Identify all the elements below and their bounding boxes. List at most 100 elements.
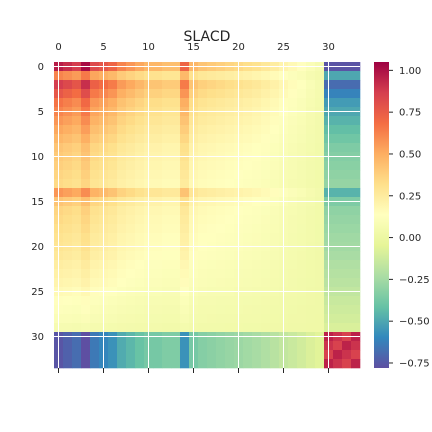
heatmap-cell — [216, 323, 226, 333]
heatmap-cell — [225, 206, 235, 216]
heatmap-cell — [72, 170, 82, 180]
heatmap-cell — [126, 251, 136, 261]
heatmap-cell — [198, 269, 208, 279]
heatmap-cell — [153, 125, 163, 135]
heatmap-cell — [135, 278, 145, 288]
heatmap-cell — [252, 161, 262, 171]
heatmap-cell — [216, 269, 226, 279]
heatmap-cell — [270, 323, 280, 333]
heatmap-cell — [108, 350, 118, 360]
heatmap-cell — [270, 98, 280, 108]
heatmap-cell — [270, 188, 280, 198]
heatmap-cell — [180, 125, 190, 135]
heatmap-cell — [261, 179, 271, 189]
heatmap-cell — [306, 215, 316, 225]
heatmap-cell — [162, 161, 172, 171]
heatmap-cell — [261, 224, 271, 234]
heatmap-cell — [342, 89, 352, 99]
heatmap-cell — [81, 134, 91, 144]
heatmap-cell — [342, 233, 352, 243]
heatmap-cell — [270, 314, 280, 324]
heatmap-cell — [117, 359, 127, 369]
heatmap-cell — [351, 125, 361, 135]
heatmap-cell — [72, 251, 82, 261]
heatmap-cell — [225, 188, 235, 198]
heatmap-cell — [351, 98, 361, 108]
heatmap-cell — [315, 179, 325, 189]
heatmap-cell — [108, 314, 118, 324]
heatmap-cell — [198, 341, 208, 351]
heatmap-cell — [288, 296, 298, 306]
heatmap-cell — [72, 323, 82, 333]
heatmap-cell — [90, 305, 100, 315]
heatmap-cell — [243, 323, 253, 333]
heatmap-cell — [108, 134, 118, 144]
heatmap-cell — [180, 341, 190, 351]
heatmap-cell — [72, 71, 82, 81]
heatmap-cell — [108, 143, 118, 153]
heatmap-cell — [288, 233, 298, 243]
heatmap-cell — [288, 269, 298, 279]
colorbar-tick-label: 0.25 — [399, 191, 421, 202]
heatmap-cell — [243, 350, 253, 360]
heatmap-cell — [333, 278, 343, 288]
heatmap-cell — [81, 89, 91, 99]
heatmap-cell — [333, 224, 343, 234]
heatmap-cell — [162, 206, 172, 216]
heatmap-cell — [252, 134, 262, 144]
heatmap-cell — [63, 143, 73, 153]
heatmap-cell — [270, 125, 280, 135]
heatmap-cell — [135, 188, 145, 198]
heatmap-cell — [117, 188, 127, 198]
heatmap-cell — [216, 179, 226, 189]
heatmap-cell — [225, 215, 235, 225]
heatmap-cell — [261, 323, 271, 333]
heatmap-cell — [198, 296, 208, 306]
heatmap-cell — [252, 125, 262, 135]
heatmap-cell — [243, 71, 253, 81]
heatmap-cell — [63, 179, 73, 189]
heatmap-cell — [72, 296, 82, 306]
heatmap-cell — [306, 350, 316, 360]
heatmap-cell — [270, 278, 280, 288]
heatmap-cell — [207, 278, 217, 288]
heatmap-cell — [63, 170, 73, 180]
heatmap-cell — [117, 170, 127, 180]
heatmap-cell — [153, 296, 163, 306]
heatmap-cell — [153, 170, 163, 180]
heatmap-cell — [225, 80, 235, 90]
heatmap-cell — [90, 350, 100, 360]
heatmap-cell — [117, 251, 127, 261]
heatmap-cell — [252, 80, 262, 90]
heatmap-cell — [126, 359, 136, 369]
heatmap-cell — [351, 341, 361, 351]
heatmap-cell — [90, 116, 100, 126]
heatmap-cell — [198, 161, 208, 171]
heatmap-cell — [333, 98, 343, 108]
heatmap-cell — [252, 98, 262, 108]
heatmap-cell — [297, 116, 307, 126]
heatmap-cell — [117, 125, 127, 135]
heatmap-cell — [207, 350, 217, 360]
heatmap-cell — [90, 269, 100, 279]
heatmap-cell — [81, 125, 91, 135]
heatmap-cell — [225, 233, 235, 243]
heatmap-cell — [243, 215, 253, 225]
heatmap-cell — [126, 260, 136, 270]
heatmap-cell — [162, 134, 172, 144]
heatmap-cell — [162, 296, 172, 306]
heatmap-cell — [153, 269, 163, 279]
heatmap-cell — [207, 206, 217, 216]
heatmap-cell — [90, 98, 100, 108]
heatmap-cell — [351, 215, 361, 225]
colorbar-tick-label: 0.00 — [399, 233, 421, 244]
heatmap-cell — [90, 179, 100, 189]
heatmap-cell — [135, 125, 145, 135]
heatmap-cell — [72, 188, 82, 198]
heatmap-cell — [225, 323, 235, 333]
heatmap-cell — [126, 89, 136, 99]
heatmap-cell — [162, 215, 172, 225]
x-tick-label: 0 — [55, 42, 61, 53]
heatmap-cell — [81, 224, 91, 234]
heatmap-cell — [315, 71, 325, 81]
